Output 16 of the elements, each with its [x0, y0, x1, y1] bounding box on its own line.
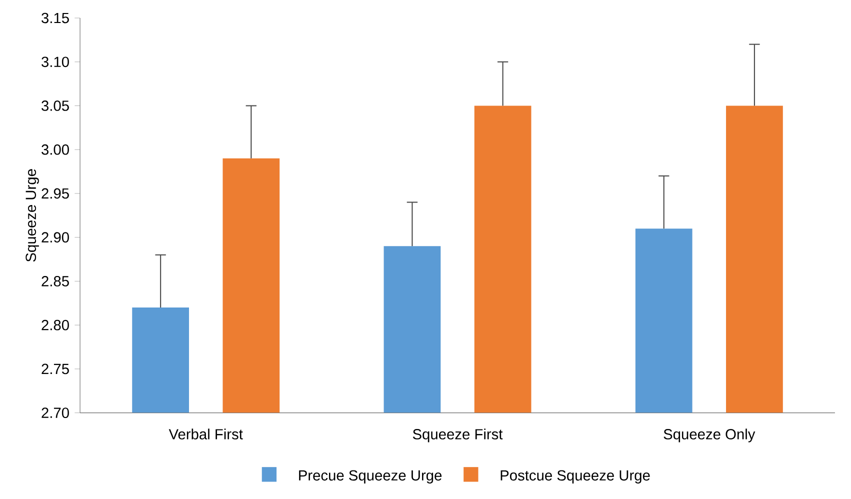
x-tick-label: Verbal First	[168, 428, 243, 440]
y-tick-label: 2.80	[42, 320, 69, 330]
y-tick-label: 2.70	[42, 408, 69, 418]
y-tick-label: 2.75	[42, 364, 69, 374]
x-tick-label: Squeeze Only	[664, 428, 756, 442]
y-tick-label: 3.00	[42, 144, 69, 155]
y-tick-label: 2.95	[42, 188, 69, 199]
x-tick-label: Squeeze First	[412, 428, 503, 442]
y-tick-label: 3.10	[42, 56, 69, 68]
y-tick-label: 2.90	[42, 232, 69, 243]
y-tick-label: 3.05	[42, 100, 69, 112]
legend-label: Postcue Squeeze Urge	[500, 470, 650, 484]
y-tick-label: 2.85	[42, 276, 69, 286]
y-tick-label: 3.15	[42, 12, 69, 24]
y-axis-title: Squeeze Urge	[26, 169, 39, 262]
legend-label: Precue Squeeze Urge	[299, 470, 442, 484]
